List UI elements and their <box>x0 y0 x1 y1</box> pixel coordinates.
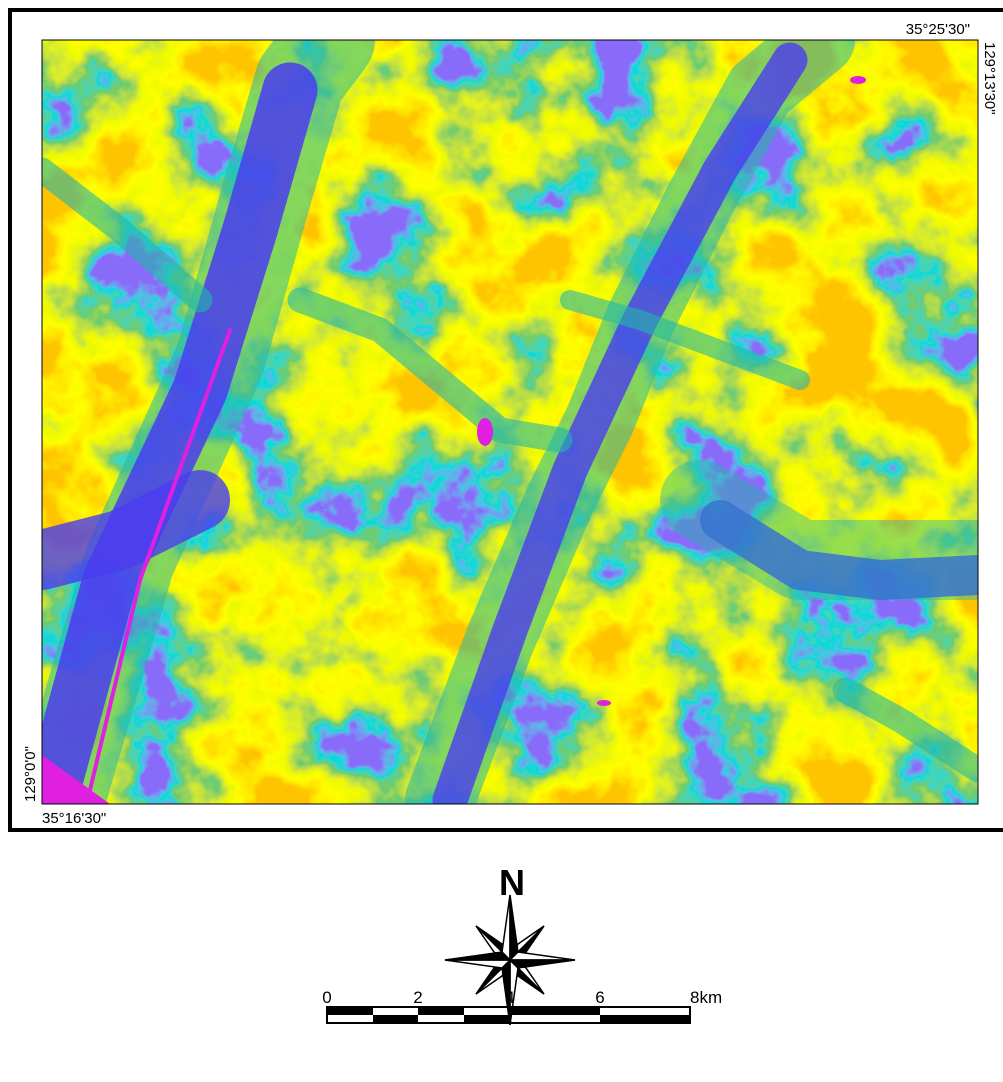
scale-label: 8km <box>690 988 722 1007</box>
coordinate-label: 35°16'30" <box>42 810 106 827</box>
scale-label: 2 <box>413 988 422 1007</box>
coordinate-label: 35°25'30" <box>906 21 970 38</box>
scale-label: 0 <box>322 988 331 1007</box>
terrain-map <box>42 40 978 804</box>
scale-label: 6 <box>595 988 604 1007</box>
page: 35°25'30" 129°13'30" 129°0'0" 35°16'30" … <box>0 0 1003 1082</box>
coordinate-label: 129°13'30" <box>981 42 998 115</box>
map-figure: 35°25'30" 129°13'30" 129°0'0" 35°16'30" … <box>0 0 1003 1082</box>
north-label: N <box>499 862 525 903</box>
scale-label: 4 <box>505 988 514 1007</box>
coordinate-label: 129°0'0" <box>22 746 39 802</box>
